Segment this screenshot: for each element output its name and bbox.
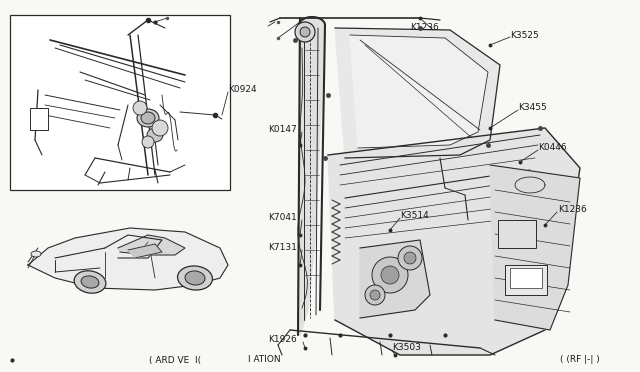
- Circle shape: [152, 120, 168, 136]
- Circle shape: [404, 252, 416, 264]
- Bar: [30, 108, 48, 130]
- Circle shape: [300, 27, 310, 37]
- Ellipse shape: [185, 271, 205, 285]
- Text: K3455: K3455: [518, 103, 547, 112]
- Text: K7041: K7041: [268, 214, 297, 222]
- Polygon shape: [360, 240, 430, 318]
- Text: ( (RF |-| ): ( (RF |-| ): [560, 356, 600, 365]
- Circle shape: [365, 285, 385, 305]
- Circle shape: [372, 257, 408, 293]
- Text: K3525: K3525: [510, 31, 539, 39]
- Text: K3514: K3514: [400, 211, 429, 219]
- Text: I ATION: I ATION: [248, 356, 280, 365]
- Ellipse shape: [81, 276, 99, 288]
- Ellipse shape: [177, 266, 212, 290]
- Text: ( ARD VE  I(: ( ARD VE I(: [149, 356, 201, 365]
- Circle shape: [398, 246, 422, 270]
- Polygon shape: [328, 128, 580, 355]
- Circle shape: [142, 136, 154, 148]
- Text: K1236: K1236: [558, 205, 587, 215]
- Polygon shape: [298, 17, 325, 335]
- Ellipse shape: [141, 112, 155, 124]
- Text: K1236: K1236: [410, 23, 439, 32]
- Polygon shape: [490, 165, 580, 330]
- Polygon shape: [350, 35, 488, 148]
- Circle shape: [295, 22, 315, 42]
- Polygon shape: [118, 235, 185, 255]
- Ellipse shape: [137, 109, 159, 127]
- Polygon shape: [128, 244, 162, 258]
- Bar: [505, 265, 547, 295]
- Ellipse shape: [147, 128, 163, 142]
- Bar: [10, 15, 230, 190]
- Circle shape: [381, 266, 399, 284]
- Circle shape: [370, 290, 380, 300]
- Text: K0147: K0147: [268, 125, 297, 135]
- Ellipse shape: [31, 251, 41, 257]
- Text: K3503: K3503: [392, 343, 421, 353]
- Bar: [510, 268, 542, 288]
- Bar: [498, 220, 536, 248]
- Text: K0924: K0924: [228, 86, 257, 94]
- Ellipse shape: [74, 271, 106, 293]
- Text: K7131: K7131: [268, 244, 297, 253]
- Text: K1926: K1926: [268, 336, 297, 344]
- Polygon shape: [28, 228, 228, 290]
- Circle shape: [133, 101, 147, 115]
- Polygon shape: [335, 28, 500, 158]
- Text: K0446: K0446: [538, 144, 566, 153]
